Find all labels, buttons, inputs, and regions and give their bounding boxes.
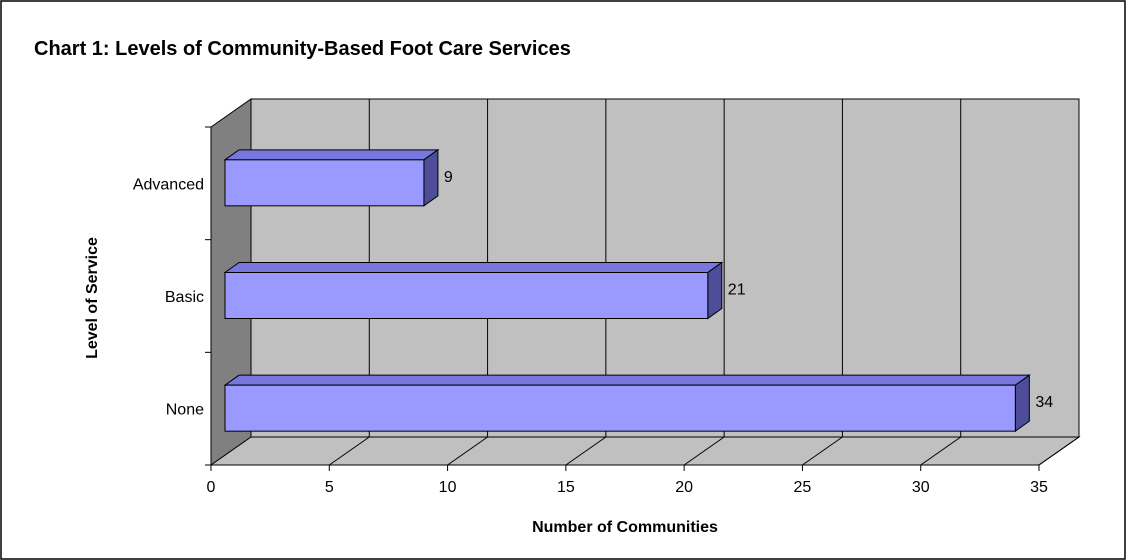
x-axis-label: Number of Communities	[532, 519, 718, 536]
bar-none	[223, 374, 1031, 433]
bar-front-face	[224, 272, 709, 319]
y-axis-label: Level of Service	[84, 237, 101, 359]
gridline-floor	[802, 436, 843, 466]
category-label: Advanced	[133, 176, 204, 193]
bar-front-face	[224, 384, 1016, 432]
x-tick-label: 30	[912, 479, 930, 496]
gridline-floor	[447, 436, 488, 466]
x-tick-label: 25	[794, 479, 812, 496]
plot-floor	[209, 436, 1081, 466]
x-tick-label: 10	[439, 479, 457, 496]
gridline-floor	[328, 436, 370, 466]
category-label: Basic	[165, 289, 204, 306]
bar-advanced	[223, 148, 440, 207]
axes: 0 5 10 15 20 25 30 35 Advanced Basic None	[133, 126, 1048, 496]
chart-title: Chart 1: Levels of Community-Based Foot …	[34, 38, 571, 60]
bar-top-face	[223, 149, 440, 161]
x-tick-label: 15	[557, 479, 575, 496]
bar-side-face	[1014, 374, 1030, 433]
x-tick-label: 0	[207, 479, 216, 496]
x-tick-label: 5	[325, 479, 334, 496]
data-label: 21	[728, 282, 746, 299]
bar-front-face	[224, 159, 425, 207]
data-label: 34	[1035, 394, 1053, 411]
bar-side-face	[423, 148, 439, 207]
gridline-floor	[920, 436, 962, 466]
category-label: None	[166, 402, 204, 419]
x-tick-label: 20	[675, 479, 693, 496]
data-label: 9	[444, 169, 453, 186]
gridline-floor	[565, 436, 607, 466]
bar-side-face	[707, 261, 723, 320]
x-tick-label: 35	[1030, 479, 1048, 496]
bar-basic	[223, 261, 724, 320]
gridline-floor	[1038, 436, 1080, 466]
bars: 9 21 34	[223, 148, 1053, 433]
bar-top-face	[223, 262, 724, 273]
bar-top-face	[223, 374, 1031, 386]
gridline-floor	[683, 436, 725, 466]
